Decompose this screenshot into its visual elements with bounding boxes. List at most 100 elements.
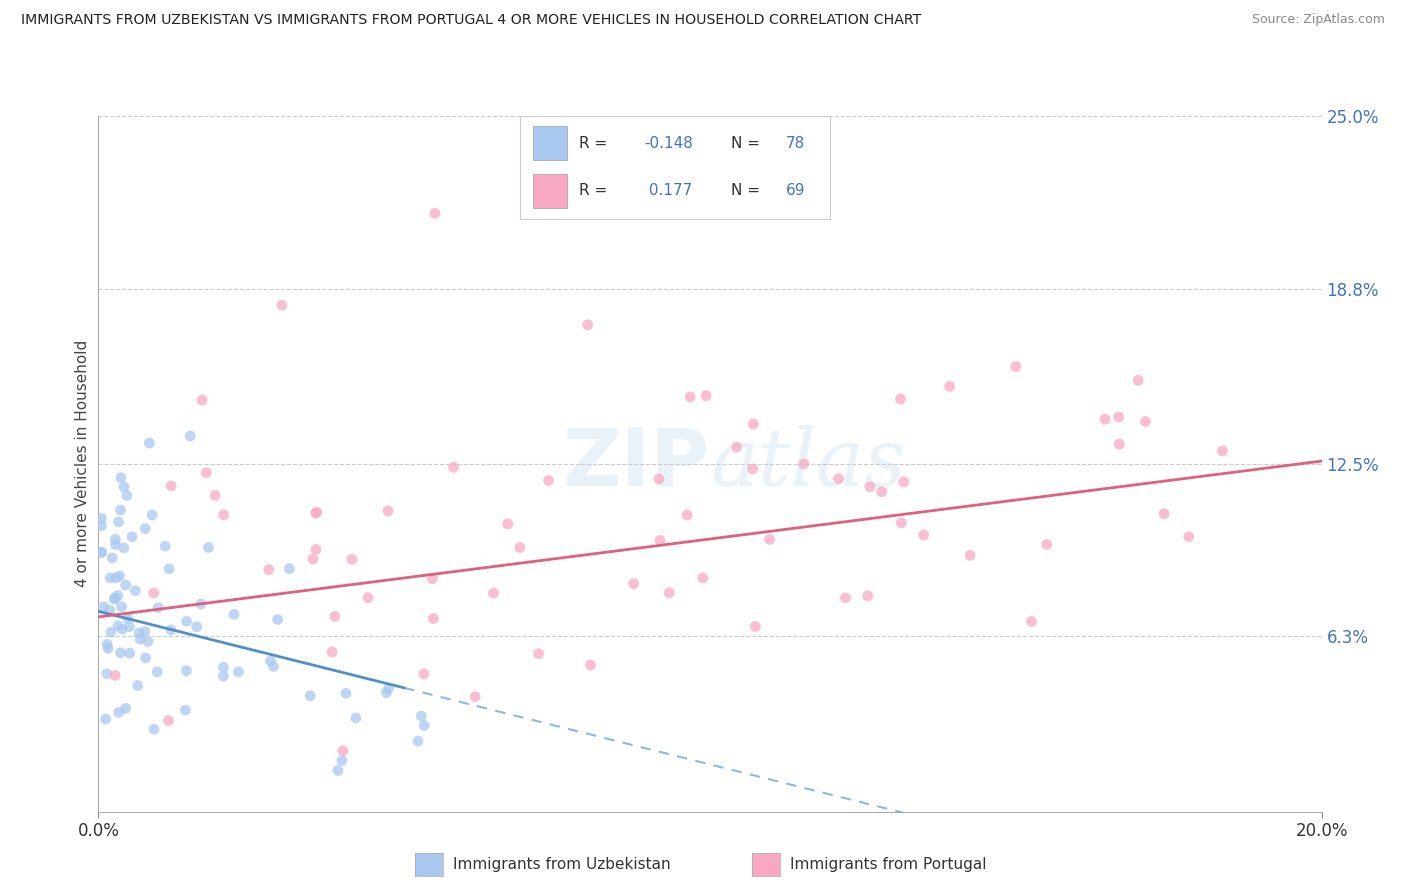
Point	[741, 462, 763, 476]
Point	[856, 589, 879, 603]
Point	[335, 686, 357, 700]
Point	[197, 541, 219, 555]
Point	[1211, 444, 1233, 458]
Point	[676, 508, 699, 522]
Point	[107, 515, 129, 529]
Point	[262, 659, 284, 673]
Point	[412, 666, 434, 681]
Point	[104, 538, 127, 552]
Point	[153, 539, 176, 553]
Point	[136, 634, 159, 648]
Point	[321, 645, 343, 659]
Point	[579, 658, 602, 673]
Point	[96, 666, 118, 681]
Point	[422, 572, 444, 586]
Point	[118, 619, 141, 633]
Point	[302, 552, 325, 566]
Point	[889, 392, 911, 406]
Point	[160, 479, 183, 493]
Point	[121, 530, 143, 544]
Point	[176, 615, 198, 629]
Point	[299, 689, 322, 703]
Point	[110, 646, 132, 660]
Point	[959, 549, 981, 563]
Point	[758, 533, 780, 547]
Point	[100, 625, 122, 640]
Point	[104, 533, 127, 547]
Point	[222, 607, 245, 622]
Point	[103, 592, 125, 607]
Point	[142, 586, 165, 600]
Point	[160, 623, 183, 637]
Point	[496, 516, 519, 531]
Text: Immigrants from Uzbekistan: Immigrants from Uzbekistan	[453, 857, 671, 871]
Point	[679, 390, 702, 404]
Point	[305, 505, 328, 519]
Text: 69: 69	[786, 184, 806, 198]
Point	[108, 706, 131, 720]
Point	[537, 474, 560, 488]
Text: 78: 78	[786, 136, 806, 151]
Point	[174, 703, 197, 717]
Point	[270, 298, 294, 312]
Point	[648, 472, 671, 486]
Point	[648, 533, 671, 548]
Point	[344, 711, 367, 725]
Text: atlas: atlas	[710, 425, 905, 502]
Point	[135, 651, 157, 665]
Point	[190, 597, 212, 611]
Point	[157, 562, 180, 576]
Point	[228, 665, 250, 679]
Point	[326, 764, 349, 778]
Point	[1108, 409, 1130, 424]
Point	[912, 528, 935, 542]
Point	[191, 393, 214, 408]
Point	[176, 664, 198, 678]
Text: R =: R =	[579, 184, 607, 198]
Point	[658, 585, 681, 599]
Point	[124, 583, 146, 598]
Point	[107, 619, 129, 633]
Point	[834, 591, 856, 605]
Point	[101, 550, 124, 565]
Point	[330, 754, 353, 768]
Point	[114, 701, 136, 715]
Point	[212, 508, 235, 522]
Point	[111, 622, 134, 636]
Point	[1177, 530, 1199, 544]
Point	[576, 318, 599, 332]
Point	[108, 568, 131, 582]
Point	[413, 718, 436, 732]
Point	[112, 480, 135, 494]
Point	[212, 660, 235, 674]
Point	[893, 475, 915, 489]
Point	[793, 457, 815, 471]
Point	[1135, 415, 1157, 429]
Point	[146, 665, 169, 679]
Point	[1108, 437, 1130, 451]
Point	[623, 576, 645, 591]
Text: N =: N =	[731, 136, 759, 151]
Point	[204, 488, 226, 502]
Point	[96, 637, 118, 651]
Point	[1153, 507, 1175, 521]
Y-axis label: 4 or more Vehicles in Household: 4 or more Vehicles in Household	[75, 340, 90, 588]
Point	[1004, 359, 1026, 374]
Point	[827, 472, 849, 486]
Point	[141, 508, 163, 522]
Point	[278, 561, 301, 575]
Point	[266, 612, 288, 626]
Point	[377, 681, 399, 696]
Text: N =: N =	[731, 184, 759, 198]
Point	[98, 571, 121, 585]
Point	[157, 714, 180, 728]
FancyBboxPatch shape	[533, 127, 567, 160]
Point	[94, 712, 117, 726]
Point	[97, 641, 120, 656]
Point	[117, 611, 139, 625]
Point	[90, 545, 112, 559]
Point	[411, 709, 433, 723]
Point	[90, 519, 112, 533]
Point	[257, 563, 280, 577]
Point	[406, 734, 429, 748]
